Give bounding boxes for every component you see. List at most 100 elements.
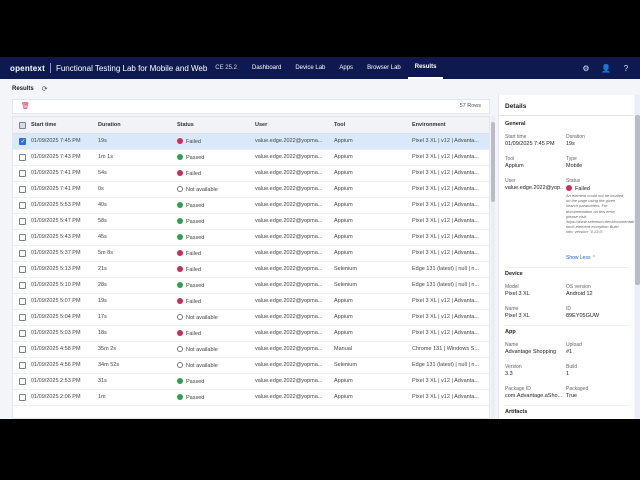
cell-duration: 35m 2s (98, 346, 117, 352)
cell-duration: 0s (98, 186, 104, 192)
row-checkbox[interactable] (19, 394, 26, 401)
type-label: Type (566, 156, 577, 162)
row-checkbox[interactable] (19, 282, 26, 289)
nav-dashboard[interactable]: Dashboard (251, 65, 282, 71)
cell-tool: Appium (334, 234, 353, 240)
status-text: Failed (186, 171, 201, 177)
cell-status: Passed (177, 218, 252, 225)
status-icon (177, 346, 183, 352)
column-duration[interactable]: Duration (98, 122, 121, 128)
opentext-logo: opentext (10, 63, 45, 73)
cell-duration: 1m (98, 394, 106, 400)
section-divider (505, 325, 629, 326)
title-divider (49, 63, 51, 73)
row-checkbox[interactable] (19, 138, 26, 145)
row-checkbox[interactable] (19, 298, 26, 305)
table-row[interactable]: 01/09/2025 5:47 PM 58s Passed value.edge.20… (13, 214, 489, 230)
status-text: Failed (186, 251, 201, 257)
row-checkbox[interactable] (19, 362, 26, 369)
cell-status: Failed (177, 330, 252, 337)
cell-start-time: 01/09/2025 2:53 PM (31, 378, 81, 384)
nav-results[interactable]: Results (407, 57, 444, 79)
row-checkbox[interactable] (19, 234, 26, 241)
cell-duration: 19s (98, 138, 107, 144)
top-icons: ⚙ 👤 ? (576, 57, 636, 79)
cell-environment: Edge 131 (latest) | null | n... (412, 282, 480, 288)
cell-status: Not available (177, 346, 252, 353)
cell-tool: Appium (334, 154, 353, 160)
row-checkbox[interactable] (19, 218, 26, 225)
cell-environment: Pixel 3 XL | v12 | Advanta... (412, 186, 479, 192)
table-row[interactable]: 01/09/2025 7:45 PM 19s Failed value.edge.20… (13, 134, 489, 150)
table-scrollbar-thumb[interactable] (491, 122, 495, 202)
column-environment[interactable]: Environment (412, 122, 446, 128)
app-version-label: Version (505, 364, 522, 370)
table-row[interactable]: 01/09/2025 7:43 PM 1m 1s Passed value.edge.… (13, 150, 489, 166)
nav-apps[interactable]: Apps (339, 65, 354, 71)
table-row[interactable]: 01/09/2025 5:07 PM 19s Failed value.edge.20… (13, 294, 489, 310)
cell-user: value.edge.2022@yopma... (255, 378, 323, 384)
table-row[interactable]: 01/09/2025 7:41 PM 54s Failed value.edge.20… (13, 166, 489, 182)
os-version-label: OS version (566, 284, 591, 290)
cell-user: value.edge.2022@yopma... (255, 362, 323, 368)
user-icon[interactable]: 👤 (601, 63, 611, 73)
table-row[interactable]: 01/09/2025 2:06 PM 1m Passed value.edge.202… (13, 390, 489, 406)
table-row[interactable]: 01/09/2025 2:53 PM 31s Passed value.edge.20… (13, 374, 489, 390)
row-checkbox[interactable] (19, 250, 26, 257)
column-status[interactable]: Status (177, 122, 194, 128)
cell-status: Failed (177, 138, 252, 145)
help-icon[interactable]: ? (623, 63, 629, 73)
cell-status: Passed (177, 378, 252, 385)
table-row[interactable]: 01/09/2025 5:53 PM 40s Passed value.edge.20… (13, 198, 489, 214)
cell-start-time: 01/09/2025 5:10 PM (31, 282, 81, 288)
tool-label: Tool (505, 156, 515, 162)
column-tool[interactable]: Tool (334, 122, 346, 128)
row-checkbox[interactable] (19, 266, 26, 273)
nav-browser-lab[interactable]: Browser Lab (367, 65, 401, 71)
select-all-checkbox[interactable] (19, 122, 26, 129)
section-divider (505, 405, 629, 406)
status-icon (177, 202, 183, 208)
row-checkbox[interactable] (19, 330, 26, 337)
column-start-time[interactable]: Start time (31, 122, 57, 128)
column-user[interactable]: User (255, 122, 268, 128)
table-row[interactable]: 01/09/2025 5:43 PM 45s Passed value.edge.20… (13, 230, 489, 246)
row-checkbox[interactable] (19, 314, 26, 321)
status-text: Passed (186, 155, 205, 161)
row-checkbox[interactable] (19, 186, 26, 193)
row-checkbox[interactable] (19, 154, 26, 161)
show-less-link[interactable]: Show Less ⌃ (566, 255, 596, 261)
row-checkbox[interactable] (19, 378, 26, 385)
gear-icon[interactable]: ⚙ (582, 63, 590, 73)
cell-start-time: 01/09/2025 4:56 PM (31, 362, 81, 368)
status-text: Passed (186, 379, 205, 385)
table-row[interactable]: 01/09/2025 4:56 PM 34m 52s Not available va… (13, 358, 489, 374)
cell-environment: Pixel 3 XL | v12 | Advanta... (412, 378, 479, 384)
refresh-icon[interactable]: ⟳ (41, 86, 48, 93)
table-row[interactable]: 01/09/2025 7:41 PM 0s Not available value.e… (13, 182, 489, 198)
table-row[interactable]: 01/09/2025 5:37 PM 5m 8s Failed value.edge.… (13, 246, 489, 262)
table-row[interactable]: 01/09/2025 5:04 PM 17s Not available value.… (13, 310, 489, 326)
status-text: Failed (186, 299, 201, 305)
table-scrollbar[interactable] (491, 116, 495, 419)
device-name-label: Name (505, 306, 519, 312)
cell-status: Not available (177, 186, 252, 193)
row-checkbox[interactable] (19, 170, 26, 177)
trash-icon[interactable]: 🗑 (21, 103, 30, 110)
cell-duration: 31s (98, 378, 107, 384)
cell-environment: Pixel 3 XL | v12 | Advanta... (412, 314, 479, 320)
table-row[interactable]: 01/09/2025 5:10 PM 28s Passed value.edge.20… (13, 278, 489, 294)
row-count: 57 Rows (459, 103, 481, 109)
row-checkbox[interactable] (19, 346, 26, 353)
table-row[interactable]: 01/09/2025 5:03 PM 18s Failed value.edge.20… (13, 326, 489, 342)
cell-environment: Chrome 131 | Windows S... (412, 346, 479, 352)
device-heading: Device (505, 271, 523, 277)
table-row[interactable]: 01/09/2025 5:13 PM 21s Failed value.edge.20… (13, 262, 489, 278)
cell-duration: 54s (98, 170, 107, 176)
table-row[interactable]: 01/09/2025 4:58 PM 35m 2s Not available val… (13, 342, 489, 358)
details-scrollbar-thumb[interactable] (635, 115, 640, 285)
details-scrollbar[interactable] (635, 95, 640, 419)
row-checkbox[interactable] (19, 202, 26, 209)
nav-device-lab[interactable]: Device Lab (295, 65, 326, 71)
status-text: Failed (575, 186, 590, 192)
